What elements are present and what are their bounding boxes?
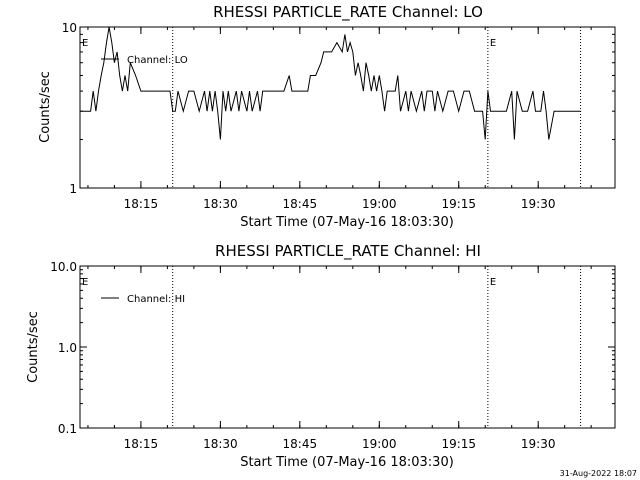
- lo-x-tick-label: 18:30: [203, 197, 238, 211]
- hi-x-axis-label: Start Time (07-May-16 18:03:30): [240, 455, 454, 470]
- lo-x-tick-label: 18:15: [124, 197, 159, 211]
- hi-y-tick-label: 1.0: [58, 341, 77, 355]
- lo-marker-label: E: [490, 38, 496, 49]
- hi-legend: Channel: HI: [101, 294, 185, 305]
- hi-x-tick-label: 18:15: [124, 437, 159, 451]
- lo-plot-area: 18:15 18:30 18:45 19:00 19:15 19:30 1 10 E E: [62, 21, 616, 211]
- hi-x-tick-label: 19:00: [362, 437, 397, 451]
- lo-x-tick-label: 19:15: [441, 197, 476, 211]
- lo-series-line: [80, 26, 581, 140]
- lo-x-axis-label: Start Time (07-May-16 18:03:30): [240, 215, 454, 230]
- hi-legend-label: Channel: HI: [127, 294, 185, 305]
- lo-marker-label: E: [82, 38, 88, 49]
- hi-marker-label: E: [490, 277, 496, 288]
- lo-x-tick-label: 19:00: [362, 197, 397, 211]
- hi-x-tick-label: 19:15: [441, 437, 476, 451]
- hi-marker-label: E: [82, 277, 88, 288]
- hi-x-tick-label: 18:30: [203, 437, 238, 451]
- lo-y-tick-label: 1: [69, 182, 77, 196]
- hi-channel-panel: RHESSI PARTICLE_RATE Channel: HI Counts/…: [26, 242, 616, 470]
- lo-chart-title: RHESSI PARTICLE_RATE Channel: LO: [213, 3, 483, 22]
- hi-chart-title: RHESSI PARTICLE_RATE Channel: HI: [215, 242, 481, 261]
- hi-x-tick-label: 19:30: [521, 437, 556, 451]
- hi-y-tick-label: 10.0: [50, 260, 77, 274]
- lo-channel-panel: RHESSI PARTICLE_RATE Channel: LO Counts/…: [38, 3, 616, 230]
- footer-date: 31-Aug-2022 18:07: [560, 469, 637, 478]
- hi-y-axis-label: Counts/sec: [26, 311, 41, 383]
- lo-y-tick-label: 10: [62, 21, 77, 35]
- lo-plot-frame: [79, 26, 616, 189]
- hi-plot-area: 18:15 18:30 18:45 19:00 19:15 19:30 0.1 1.0 10.0…: [50, 260, 616, 451]
- lo-y-axis-label: Counts/sec: [38, 71, 53, 143]
- lo-x-tick-label: 18:45: [283, 197, 318, 211]
- lo-x-tick-label: 19:30: [521, 197, 556, 211]
- hi-y-tick-label: 0.1: [58, 422, 77, 436]
- lo-legend-label: Channel: LO: [127, 55, 188, 66]
- hi-x-tick-label: 18:45: [283, 437, 318, 451]
